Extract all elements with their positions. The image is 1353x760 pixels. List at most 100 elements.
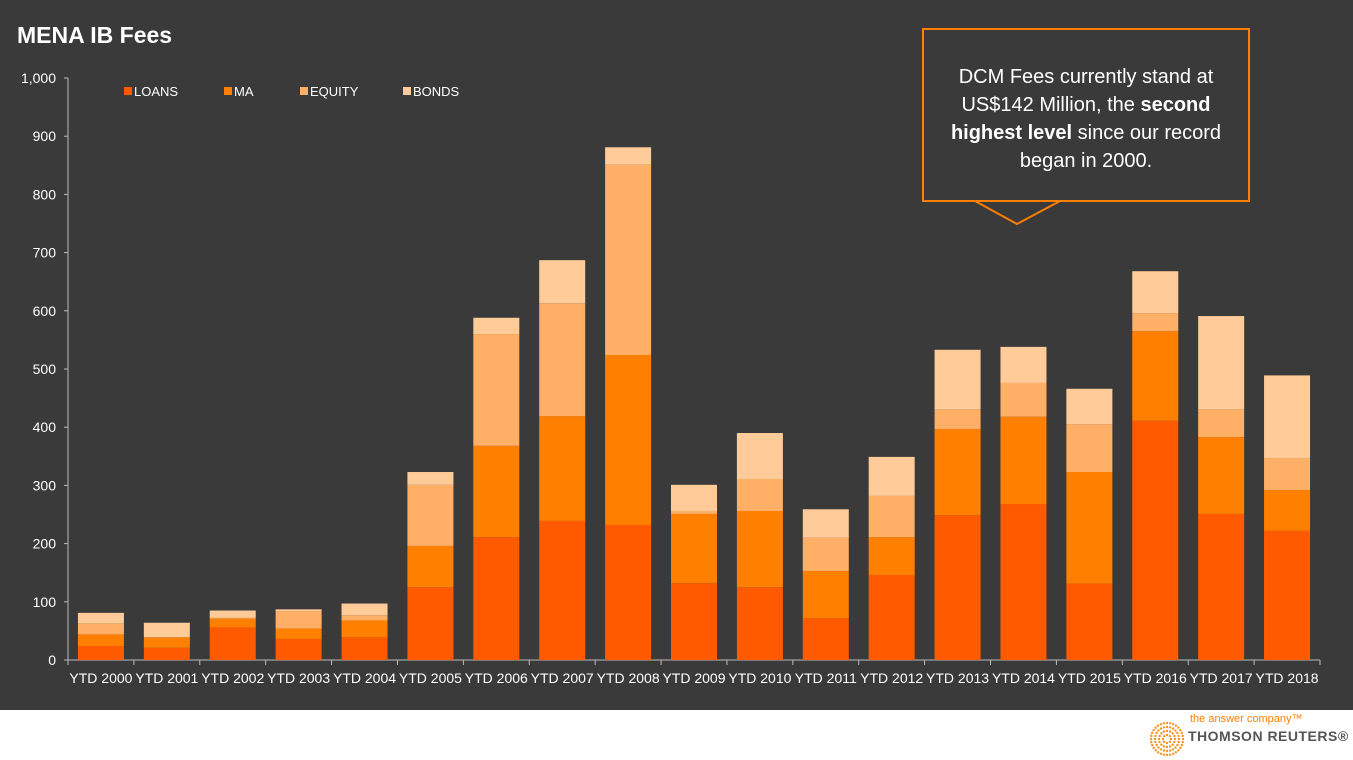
bar-ma	[77, 634, 124, 647]
y-tick-label: 100	[33, 594, 57, 610]
bar-equity	[77, 623, 124, 635]
x-tick-label: YTD 2017	[1190, 670, 1253, 686]
bar-ma	[1066, 472, 1113, 584]
bar-equity	[802, 537, 849, 571]
x-tick-label: YTD 2013	[926, 670, 989, 686]
bar-equity	[1198, 409, 1245, 438]
bar-bonds	[341, 603, 388, 616]
bar-ma	[341, 620, 388, 638]
bar-ma	[473, 445, 520, 538]
x-tick-label: YTD 2004	[333, 670, 396, 686]
y-tick-label: 600	[33, 303, 57, 319]
bar-equity	[275, 611, 322, 629]
legend-swatch-loans	[124, 87, 132, 95]
bar-ma	[539, 416, 586, 521]
bar-bonds	[736, 433, 783, 479]
bar-ma	[802, 570, 849, 619]
legend-swatch-bonds	[403, 87, 411, 95]
page-title: MENA IB Fees	[17, 22, 173, 48]
bar-equity	[736, 478, 783, 512]
bar-equity	[868, 495, 915, 538]
y-tick-label: 900	[33, 128, 57, 144]
x-tick-label: YTD 2003	[267, 670, 330, 686]
x-tick-label: YTD 2000	[69, 670, 132, 686]
bar-bonds	[275, 609, 322, 612]
bar-bonds	[473, 317, 520, 335]
callout-pointer	[974, 200, 1061, 226]
bar-ma	[1198, 437, 1245, 514]
bar-ma	[407, 545, 454, 588]
x-tick-label: YTD 2015	[1058, 670, 1121, 686]
thomson-reuters-logo-icon	[1150, 722, 1184, 756]
bar-loans	[275, 639, 322, 660]
bar-bonds	[671, 484, 717, 512]
bar-equity	[209, 617, 256, 619]
y-tick-label: 400	[33, 419, 57, 435]
x-tick-label: YTD 2018	[1256, 670, 1319, 686]
x-tick-label: YTD 2006	[465, 670, 528, 686]
bar-bonds	[868, 456, 915, 496]
bar-equity	[934, 409, 981, 429]
bar-loans	[671, 583, 717, 660]
bar-ma	[275, 628, 322, 640]
y-tick-label: 300	[33, 477, 57, 493]
bar-equity	[341, 615, 388, 621]
bar-ma	[868, 537, 915, 576]
bar-ma	[671, 513, 717, 584]
callout-text: DCM Fees currently stand at US$142 Milli…	[958, 66, 1214, 116]
bar-loans	[1066, 583, 1113, 660]
bar-loans	[1264, 530, 1311, 660]
bar-bonds	[77, 612, 124, 624]
bar-bonds	[605, 147, 652, 165]
bar-bonds	[539, 260, 586, 304]
bar-equity	[1066, 424, 1113, 473]
bar-bonds	[802, 509, 849, 538]
bar-loans	[407, 587, 454, 660]
bar-equity	[1264, 458, 1311, 491]
y-tick-label: 200	[33, 536, 57, 552]
bar-loans	[802, 618, 849, 660]
bar-ma	[736, 511, 783, 588]
bar-loans	[77, 646, 124, 660]
x-tick-label: YTD 2002	[201, 670, 264, 686]
bar-bonds	[1000, 346, 1047, 383]
y-tick-label: 700	[33, 245, 57, 261]
bar-bonds	[934, 349, 981, 410]
bar-bonds	[1198, 316, 1245, 410]
bar-bonds	[1264, 375, 1311, 459]
bar-equity	[1132, 313, 1179, 332]
y-tick-label: 0	[48, 652, 56, 668]
x-tick-label: YTD 2009	[662, 670, 725, 686]
y-tick-label: 800	[33, 186, 57, 202]
bar-ma	[934, 428, 981, 516]
bar-loans	[605, 524, 652, 660]
bar-equity	[1000, 382, 1047, 417]
callout-bold-text: second highest level	[950, 94, 1211, 144]
bar-loans	[341, 637, 388, 660]
bar-bonds	[407, 472, 454, 485]
bar-ma	[143, 637, 190, 648]
x-tick-label: YTD 2007	[531, 670, 594, 686]
x-tick-label: YTD 2001	[135, 670, 198, 686]
bar-equity	[407, 484, 454, 546]
bar-loans	[736, 587, 783, 660]
bar-ma	[605, 355, 652, 525]
y-tick-label: 1,000	[21, 70, 56, 86]
x-tick-label: YTD 2012	[860, 670, 923, 686]
legend-label-ma: MA	[234, 84, 254, 99]
legend-label-loans: LOANS	[134, 84, 178, 99]
bar-loans	[1132, 420, 1179, 660]
bar-ma	[1132, 331, 1179, 421]
x-tick-label: YTD 2014	[992, 670, 1055, 686]
bar-equity	[539, 303, 586, 417]
legend-swatch-ma	[224, 87, 232, 95]
bar-loans	[209, 627, 256, 660]
x-tick-label: YTD 2011	[795, 670, 857, 686]
bar-loans	[539, 520, 586, 660]
bar-ma	[1264, 490, 1311, 531]
callout-text-end: since our record began in 2000.	[1019, 122, 1222, 172]
stacked-bar-chart: 0 100 200 300 400 500 600 700 800 900 1,000 YTD 200…	[21, 70, 1321, 686]
x-tick-label: YTD 2008	[597, 670, 660, 686]
legend-swatch-equity	[300, 87, 308, 95]
bar-loans	[1000, 504, 1047, 660]
